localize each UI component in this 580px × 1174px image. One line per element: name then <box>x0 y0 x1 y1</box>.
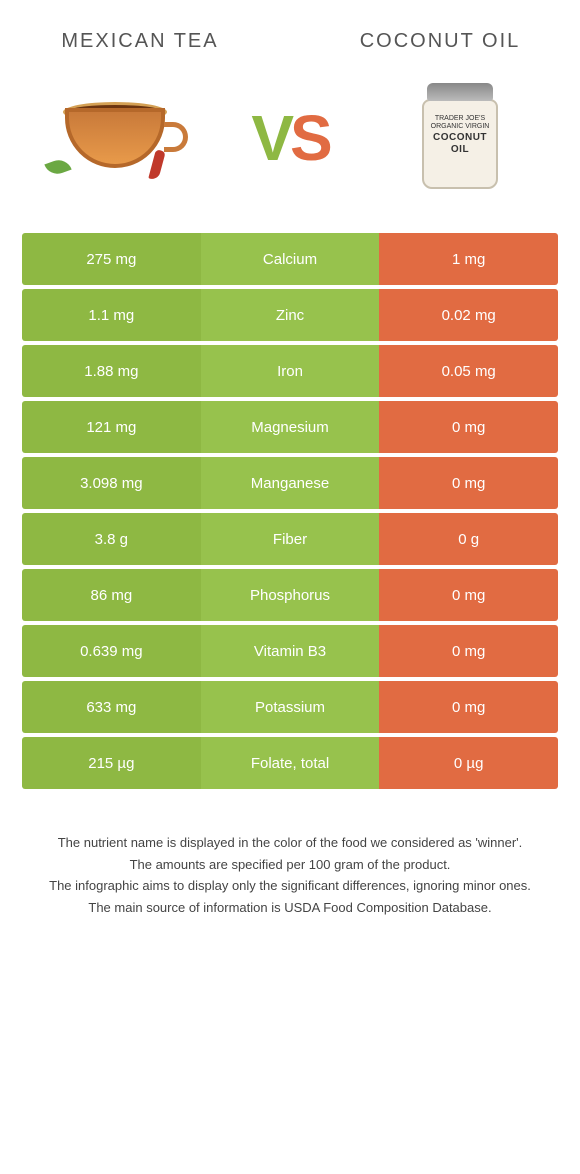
right-value: 1 mg <box>379 233 558 285</box>
nutrient-label: Folate, total <box>201 737 380 789</box>
nutrient-label: Zinc <box>201 289 380 341</box>
footnote-line: The amounts are specified per 100 gram o… <box>30 855 550 875</box>
table-row: 3.098 mgManganese0 mg <box>22 457 558 509</box>
images-row: VS TRADER JOE'S ORGANIC VIRGIN COCONUT O… <box>0 63 580 233</box>
right-value: 0 mg <box>379 457 558 509</box>
nutrient-label: Phosphorus <box>201 569 380 621</box>
table-row: 1.88 mgIron0.05 mg <box>22 345 558 397</box>
nutrient-label: Manganese <box>201 457 380 509</box>
table-row: 3.8 gFiber0 g <box>22 513 558 565</box>
right-value: 0 µg <box>379 737 558 789</box>
footnote-line: The nutrient name is displayed in the co… <box>30 833 550 853</box>
left-food-image <box>40 73 200 203</box>
table-row: 215 µgFolate, total0 µg <box>22 737 558 789</box>
jar-label-big1: COCONUT <box>428 132 492 144</box>
left-value: 3.098 mg <box>22 457 201 509</box>
left-value: 1.1 mg <box>22 289 201 341</box>
vs-s: S <box>290 102 329 174</box>
left-value: 215 µg <box>22 737 201 789</box>
footnotes: The nutrient name is displayed in the co… <box>0 793 580 939</box>
nutrient-label: Vitamin B3 <box>201 625 380 677</box>
left-value: 0.639 mg <box>22 625 201 677</box>
left-food-title: Mexican tea <box>30 30 250 53</box>
right-food-image: TRADER JOE'S ORGANIC VIRGIN COCONUT OIL <box>380 73 540 203</box>
jar-label-line2: ORGANIC VIRGIN <box>431 123 490 130</box>
nutrient-label: Fiber <box>201 513 380 565</box>
footnote-line: The main source of information is USDA F… <box>30 898 550 918</box>
jar-label: TRADER JOE'S ORGANIC VIRGIN COCONUT OIL <box>428 115 492 156</box>
left-value: 86 mg <box>22 569 201 621</box>
nutrient-label: Calcium <box>201 233 380 285</box>
table-row: 275 mgCalcium1 mg <box>22 233 558 285</box>
left-value: 1.88 mg <box>22 345 201 397</box>
right-value: 0 g <box>379 513 558 565</box>
vs-label: VS <box>251 101 328 175</box>
teacup-icon <box>60 98 180 178</box>
right-value: 0.02 mg <box>379 289 558 341</box>
right-value: 0 mg <box>379 401 558 453</box>
right-value: 0.05 mg <box>379 345 558 397</box>
right-value: 0 mg <box>379 569 558 621</box>
left-value: 275 mg <box>22 233 201 285</box>
right-food-title: Coconut oil <box>330 30 550 53</box>
vs-v: V <box>251 102 290 174</box>
right-value: 0 mg <box>379 625 558 677</box>
left-value: 121 mg <box>22 401 201 453</box>
table-row: 1.1 mgZinc0.02 mg <box>22 289 558 341</box>
left-value: 633 mg <box>22 681 201 733</box>
jar-label-line1: TRADER JOE'S <box>435 115 485 122</box>
table-row: 86 mgPhosphorus0 mg <box>22 569 558 621</box>
table-row: 121 mgMagnesium0 mg <box>22 401 558 453</box>
table-row: 0.639 mgVitamin B30 mg <box>22 625 558 677</box>
nutrient-label: Potassium <box>201 681 380 733</box>
jar-icon: TRADER JOE'S ORGANIC VIRGIN COCONUT OIL <box>420 83 500 193</box>
left-value: 3.8 g <box>22 513 201 565</box>
right-value: 0 mg <box>379 681 558 733</box>
header-row: Mexican tea Coconut oil <box>0 0 580 63</box>
nutrient-label: Magnesium <box>201 401 380 453</box>
footnote-line: The infographic aims to display only the… <box>30 876 550 896</box>
table-row: 633 mgPotassium0 mg <box>22 681 558 733</box>
nutrient-label: Iron <box>201 345 380 397</box>
jar-label-big2: OIL <box>428 144 492 156</box>
nutrient-table: 275 mgCalcium1 mg1.1 mgZinc0.02 mg1.88 m… <box>0 233 580 789</box>
